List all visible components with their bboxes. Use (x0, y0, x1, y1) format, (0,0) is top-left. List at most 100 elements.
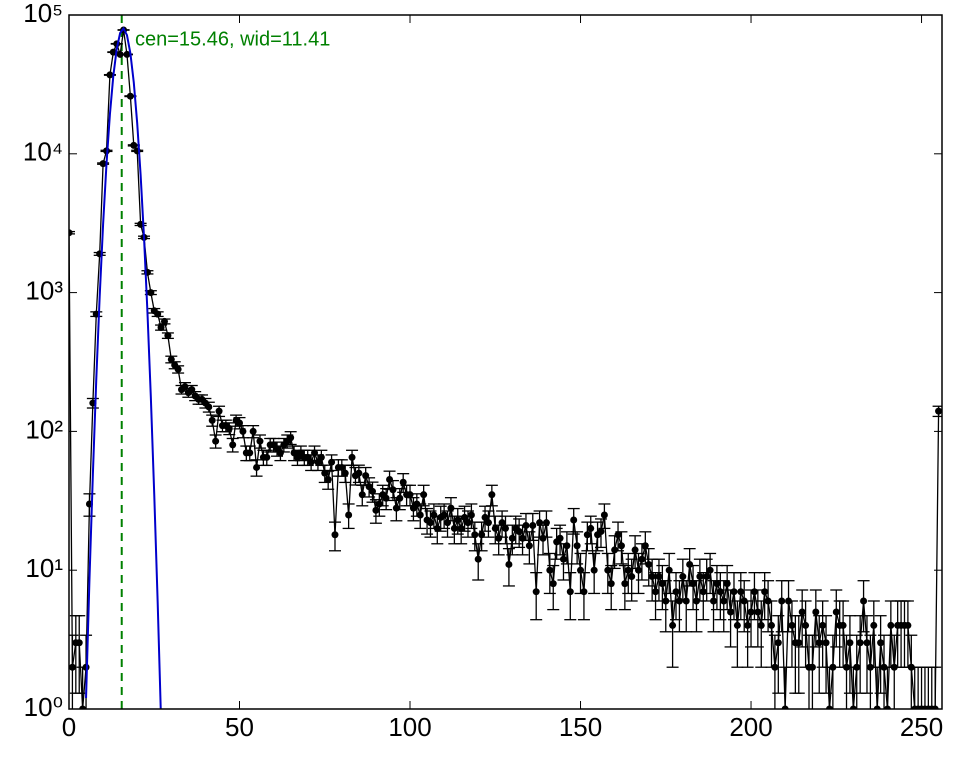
data-point (781, 705, 789, 709)
data-point (645, 560, 653, 568)
data-point (672, 588, 680, 596)
data-point (256, 437, 264, 445)
data-point (839, 621, 847, 629)
data-point (744, 621, 752, 629)
x-tick-label: 0 (62, 712, 76, 742)
data-point (873, 705, 881, 709)
data-point (577, 566, 585, 574)
data-point (225, 424, 233, 432)
data-point (863, 639, 871, 647)
data-point (471, 531, 479, 539)
data-point (236, 419, 244, 427)
data-point (481, 513, 489, 521)
data-point (686, 560, 694, 568)
data-point (764, 597, 772, 605)
data-point (631, 546, 639, 554)
data-point (716, 588, 724, 596)
data-point (181, 383, 189, 391)
data-point (652, 588, 660, 596)
data-point (774, 639, 782, 647)
data-point (498, 519, 506, 527)
data-point (99, 160, 107, 168)
data-point (573, 542, 581, 550)
data-point (174, 365, 182, 373)
data-point (737, 588, 745, 596)
data-point (638, 555, 646, 563)
data-point (607, 580, 615, 588)
data-point (69, 663, 76, 671)
data-point (525, 542, 533, 550)
data-point (580, 588, 588, 596)
data-point (682, 597, 690, 605)
data-point (860, 597, 868, 605)
data-point (130, 141, 138, 149)
data-point (276, 449, 284, 457)
data-point (157, 324, 165, 332)
data-point (621, 580, 629, 588)
annotation: cen=15.46, wid=11.41 (135, 28, 330, 50)
data-point (611, 546, 619, 554)
data-point (662, 597, 670, 605)
data-point (331, 531, 339, 539)
data-point (505, 560, 513, 568)
data-point (843, 663, 851, 671)
data-point (808, 663, 816, 671)
data-point (904, 621, 912, 629)
data-point (720, 597, 728, 605)
data-point (570, 516, 578, 524)
data-point (771, 663, 779, 671)
data-point (454, 516, 462, 524)
data-point (706, 566, 714, 574)
data-point (883, 705, 891, 709)
data-point (478, 531, 486, 539)
x-tick-label: 50 (225, 712, 254, 742)
data-point (430, 511, 438, 519)
data-point (433, 524, 441, 532)
data-point (253, 463, 261, 471)
data-point (703, 573, 711, 581)
data-point (846, 639, 854, 647)
data-point (600, 511, 608, 519)
data-point (761, 588, 769, 596)
data-point (733, 621, 741, 629)
data-point (798, 608, 806, 616)
y-tick-label: 10³ (25, 275, 63, 305)
data-point (345, 511, 353, 519)
data-point (815, 639, 823, 647)
x-tick-label: 150 (559, 712, 602, 742)
data-point (877, 639, 885, 647)
data-point (723, 580, 731, 588)
data-point (215, 407, 223, 415)
data-point (730, 588, 738, 596)
data-point (750, 588, 758, 596)
data-point (689, 580, 697, 588)
data-point (713, 580, 721, 588)
data-point (246, 449, 254, 457)
data-point (519, 534, 527, 542)
data-point (880, 663, 888, 671)
data-point (287, 434, 295, 442)
data-point (341, 469, 349, 477)
data-point (488, 491, 496, 499)
data-point (542, 519, 550, 527)
data-point (109, 48, 117, 56)
data-point (369, 487, 377, 495)
data-point (628, 573, 636, 581)
data-point (825, 705, 833, 709)
data-point (870, 621, 878, 629)
data-point (420, 491, 428, 499)
x-tick-label: 100 (388, 712, 431, 742)
data-point (123, 50, 131, 58)
data-point (382, 494, 390, 502)
data-point (536, 519, 544, 527)
data-point (757, 621, 765, 629)
data-point (785, 597, 793, 605)
data-point (532, 588, 540, 596)
data-point (563, 542, 571, 550)
data-point (239, 427, 247, 435)
y-tick-label: 10⁰ (24, 692, 63, 722)
data-point (641, 542, 649, 550)
data-point (160, 317, 168, 325)
